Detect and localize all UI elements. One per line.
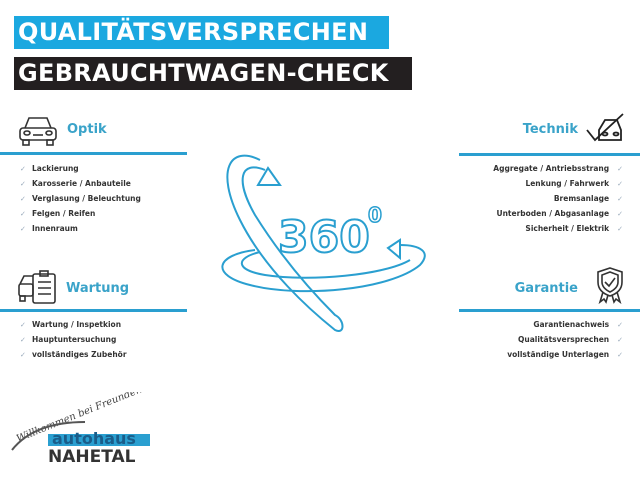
- list-item: Unterboden / Abgasanlage ✓: [493, 206, 623, 221]
- check-icon: ✓: [20, 336, 26, 344]
- label-360: 360: [278, 212, 370, 263]
- optik-list: ✓ Lackierung ✓ Karosserie / Anbauteile ✓ Ve…: [20, 161, 141, 236]
- check-icon: ✓: [20, 180, 26, 188]
- list-item: ✓ Wartung / Inspetkion: [20, 317, 127, 332]
- list-item: vollständige Unterlagen ✓: [507, 347, 623, 362]
- divider: [459, 309, 640, 312]
- autohaus-nahetal-logo: Willkommen bei Freunden autohaus NAHETAL: [10, 384, 155, 467]
- list-item: ✓ Verglasung / Beleuchtung: [20, 191, 141, 206]
- check-icon: ✓: [617, 210, 623, 218]
- check-icon: ✓: [20, 195, 26, 203]
- check-icon: ✓: [617, 336, 623, 344]
- check-icon: ✓: [617, 351, 623, 359]
- section-title-garantie: Garantie: [514, 281, 578, 296]
- list-item: ✓ Hauptuntersuchung: [20, 332, 127, 347]
- divider: [0, 309, 187, 312]
- list-item: ✓ vollständiges Zubehör: [20, 347, 127, 362]
- wartung-list: ✓ Wartung / Inspetkion ✓ Hauptuntersuchung…: [20, 317, 127, 362]
- section-title-wartung: Wartung: [66, 281, 130, 296]
- section-title-technik: Technik: [522, 122, 578, 137]
- list-item: ✓ Felgen / Reifen: [20, 206, 141, 221]
- check-icon: ✓: [20, 225, 26, 233]
- car-checklist-icon: [18, 270, 56, 304]
- check-icon: ✓: [617, 180, 623, 188]
- check-icon: ✓: [20, 165, 26, 173]
- list-item: Sicherheit / Elektrik ✓: [493, 221, 623, 236]
- list-item: ✓ Lackierung: [20, 161, 141, 176]
- divider: [459, 153, 640, 156]
- car-check-icon: [586, 113, 624, 142]
- check-icon: ✓: [20, 321, 26, 329]
- title-banner-check: GEBRAUCHTWAGEN-CHECK: [14, 57, 412, 90]
- svg-text:autohaus: autohaus: [52, 429, 136, 448]
- list-item: Aggregate / Antriebsstrang ✓: [493, 161, 623, 176]
- shield-badge-icon: [597, 267, 623, 304]
- check-icon: ✓: [617, 321, 623, 329]
- list-item: Garantienachweis ✓: [507, 317, 623, 332]
- garantie-list: Garantienachweis ✓ Qualitätsversprechen ✓ …: [507, 317, 623, 362]
- check-icon: ✓: [617, 195, 623, 203]
- list-item: ✓ Innenraum: [20, 221, 141, 236]
- divider: [0, 152, 187, 155]
- car-front-icon: [19, 117, 57, 146]
- rotation-360-icon: 360 0: [221, 154, 426, 332]
- list-item: ✓ Karosserie / Anbauteile: [20, 176, 141, 191]
- technik-list: Aggregate / Antriebsstrang ✓ Lenkung / Fa…: [493, 161, 623, 236]
- list-item: Qualitätsversprechen ✓: [507, 332, 623, 347]
- list-item: Lenkung / Fahrwerk ✓: [493, 176, 623, 191]
- svg-text:NAHETAL: NAHETAL: [48, 447, 136, 467]
- check-icon: ✓: [617, 165, 623, 173]
- degree-sign: 0: [368, 203, 382, 227]
- list-item: Bremsanlage ✓: [493, 191, 623, 206]
- check-icon: ✓: [20, 351, 26, 359]
- check-icon: ✓: [617, 225, 623, 233]
- check-icon: ✓: [20, 210, 26, 218]
- section-title-optik: Optik: [67, 122, 107, 137]
- title-banner-quality: QUALITÄTSVERSPRECHEN: [14, 16, 389, 49]
